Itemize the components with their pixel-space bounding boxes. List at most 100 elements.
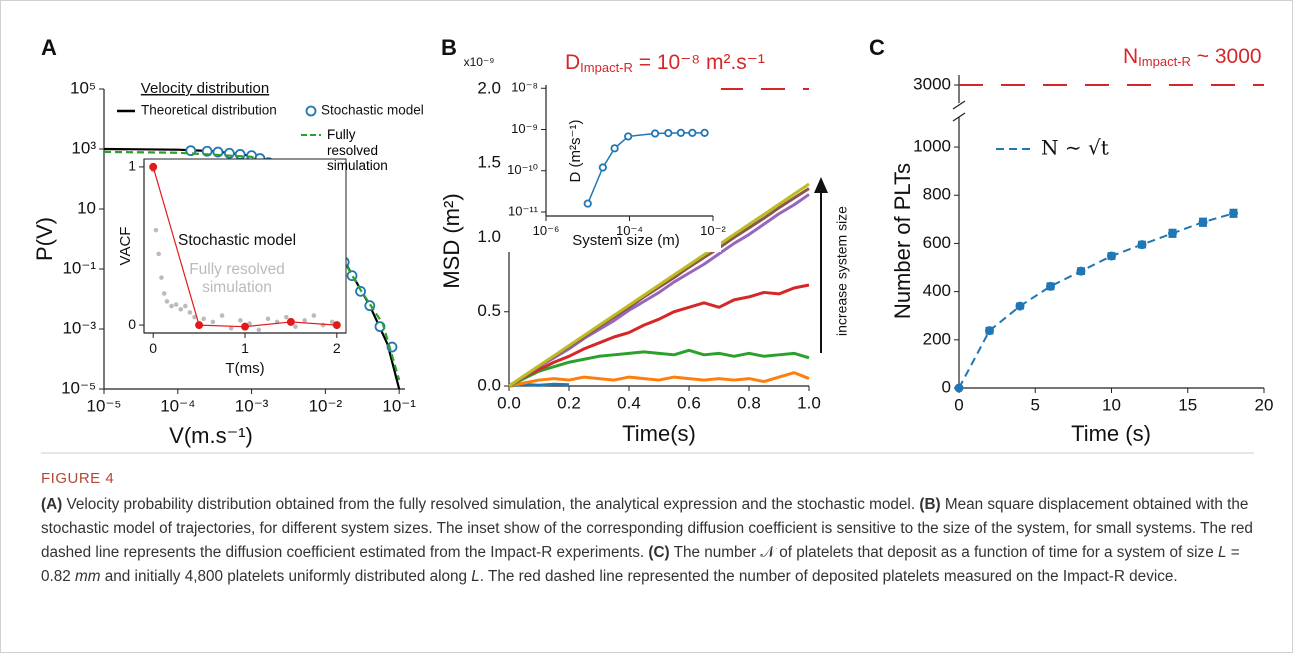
y-axis-label: MSD (m²) [439, 193, 464, 288]
caption-italic: L [1217, 544, 1227, 561]
inset-background [502, 79, 721, 252]
figure: 10⁻⁵ 10⁻⁴ 10⁻³ 10⁻² 10⁻¹10⁻⁵10⁻³10⁻¹1010³10⁵… [32, 35, 1273, 454]
series-line [508, 348, 810, 388]
series-label: Stochastic model [178, 232, 296, 249]
x-tick-label: 1.0 [797, 394, 821, 413]
x-tick-label: 2 [333, 340, 341, 356]
y-axis-label: VACF [117, 227, 134, 266]
y-tick-label: 2.0 [477, 78, 501, 97]
caption-span: of platelets that deposit as a function … [774, 544, 1218, 561]
x-tick-label: 10⁻² [700, 223, 726, 238]
dot [192, 314, 197, 320]
y-tick-label: 10⁻⁵ [61, 378, 96, 397]
x-axis-label: V(m.s⁻¹) [169, 423, 253, 448]
annotation-part: D [565, 51, 580, 74]
marker [1229, 208, 1238, 218]
y-tick-label: 0.0 [477, 375, 501, 394]
annotation-part: N [1123, 45, 1138, 68]
legend-swatch [305, 105, 317, 117]
legend-label: Theoretical distribution [141, 103, 277, 118]
caption-span: and initially 4,800 platelets uniformly … [100, 568, 472, 585]
dot [187, 310, 193, 315]
x-axis-label: System size (m) [572, 232, 680, 249]
y-tick-label: 1000 [913, 137, 951, 156]
dot [293, 324, 298, 329]
legend-label: N ∼ √t [1041, 136, 1109, 160]
marker [195, 321, 204, 330]
y-tick-label: 0.5 [477, 301, 501, 320]
dot [156, 251, 161, 257]
marker [332, 321, 341, 330]
marker [610, 144, 619, 153]
dot [178, 306, 184, 312]
x-tick-label: 0.6 [677, 394, 701, 413]
x-axis-label: T(ms) [225, 360, 264, 377]
caption: FIGURE 4 (A) Velocity probability distri… [41, 467, 1256, 589]
y-tick-label: 10⁵ [70, 78, 96, 97]
x-tick-label: 0.4 [617, 394, 641, 413]
caption-label: FIGURE 4 [41, 470, 115, 487]
marker [985, 326, 994, 336]
dot [247, 321, 252, 326]
annotation: DImpact-R = 10⁻⁸ m².s⁻¹ [565, 51, 765, 76]
y-tick-label: 10⁻⁹ [511, 121, 538, 136]
marker [688, 128, 697, 137]
marker [664, 128, 673, 138]
marker [1137, 240, 1147, 250]
y-tick-label: 10⁻¹⁰ [507, 162, 538, 177]
dot [284, 314, 289, 320]
dot [201, 316, 206, 322]
series-line [508, 371, 810, 388]
legend-label: Fully resolved simulation [327, 127, 388, 174]
marker [1198, 217, 1208, 227]
dot [173, 302, 179, 307]
legend-title: Velocity distribution [141, 80, 269, 97]
y-tick-label: 10⁻¹¹ [508, 203, 539, 218]
y-tick-label: 10⁻⁸ [511, 80, 538, 95]
annotation: NImpact-R ~ 3000 [1123, 45, 1262, 70]
marker [583, 199, 592, 208]
marker [234, 149, 246, 160]
x-tick-label: 0 [149, 340, 157, 356]
axis-break [952, 100, 966, 110]
y-tick-label: 1.5 [477, 153, 501, 172]
marker [286, 317, 295, 326]
x-tick-label: 10⁻⁶ [533, 223, 560, 238]
marker [1107, 251, 1116, 261]
marker [650, 129, 660, 138]
marker [1076, 266, 1086, 276]
y-tick-label: 200 [923, 329, 951, 348]
series-line [508, 283, 810, 388]
series-line [958, 212, 1234, 389]
dot [311, 313, 317, 318]
annotation-part: ~ 3000 [1191, 45, 1262, 68]
dot [161, 291, 167, 296]
y-tick-label: 1.0 [477, 227, 501, 246]
caption-span: . The red dashed line represented the nu… [479, 568, 1178, 585]
marker [241, 322, 249, 331]
x-tick-label: 10 [1102, 396, 1121, 415]
dot [302, 318, 307, 323]
annotation-part: Impact-R [580, 60, 633, 75]
marker [676, 128, 685, 137]
y-tick-label: 800 [923, 185, 951, 204]
dot [159, 275, 164, 280]
marker [1168, 228, 1177, 238]
chart: 0 1 2 0 1 T(ms) VACF [117, 158, 347, 377]
y-tick-label: 0 [942, 377, 951, 396]
panel-label: C [869, 35, 885, 60]
y-tick-label: 0 [128, 316, 136, 332]
marker [954, 383, 964, 393]
x-tick-label: 0.8 [737, 394, 761, 413]
caption-text: (A) Velocity probability distribution ob… [41, 493, 1256, 589]
x-tick-label: 0 [954, 396, 963, 415]
caption-italic: mm [75, 568, 101, 585]
marker [1015, 301, 1025, 311]
y-multiplier: x10⁻⁹ [464, 55, 495, 69]
legend-label: Stochastic model [321, 103, 424, 118]
caption-bold: (A) [41, 496, 63, 513]
annotation-part: Impact-R [1138, 54, 1191, 69]
dot [153, 227, 159, 233]
caption-span: = 0.82 [41, 544, 1240, 585]
